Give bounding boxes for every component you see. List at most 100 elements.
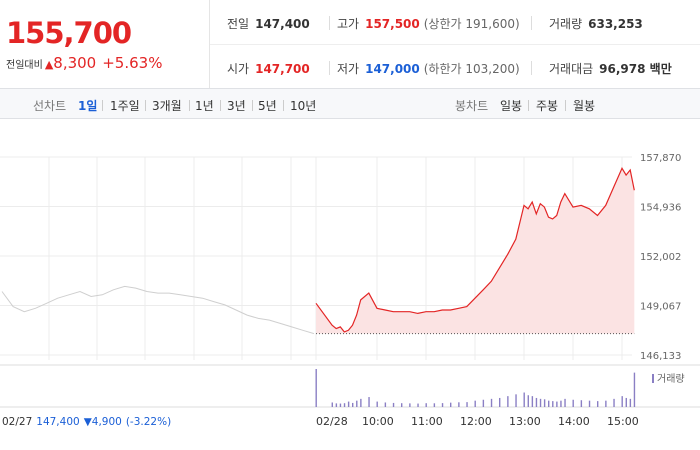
volume-bar xyxy=(548,400,550,407)
volume-bar xyxy=(417,403,419,407)
divider xyxy=(565,100,566,111)
volume-bar xyxy=(384,402,387,407)
volume-bar xyxy=(409,403,411,407)
volume-legend-label: 거래량 xyxy=(657,373,685,385)
x-tick-label: 10:00 xyxy=(362,415,394,428)
current-price: 155,700 xyxy=(6,16,132,50)
volume-bar xyxy=(523,392,525,407)
x-tick-label: 14:00 xyxy=(558,415,590,428)
stat-volume: 거래량 633,253 xyxy=(549,15,643,32)
x-tick-label: 13:00 xyxy=(509,415,541,428)
stat-sub: (하한가 103,200) xyxy=(423,62,520,76)
change-rate: +5.63% xyxy=(102,54,163,72)
stat-high: 고가 157,500 (상한가 191,600) xyxy=(337,15,520,32)
volume-bar xyxy=(347,401,350,407)
volume-bar xyxy=(539,398,542,407)
y-tick-label: 146,133 xyxy=(640,351,681,362)
volume-bar xyxy=(392,402,395,407)
y-tick-label: 154,936 xyxy=(640,203,681,214)
stat-value: 96,978 백만 xyxy=(599,62,672,76)
volume-bar xyxy=(535,397,538,407)
volume-bar xyxy=(552,401,554,407)
volume-bar xyxy=(356,400,358,407)
volume-bar xyxy=(613,398,615,407)
tab-monthly-candle[interactable]: 월봉 xyxy=(573,99,596,113)
stat-value: 147,000 xyxy=(365,62,420,76)
stat-label: 시가 xyxy=(227,62,250,76)
x-tick-label: 12:00 xyxy=(460,415,492,428)
volume-bar xyxy=(564,398,566,407)
change-row: 전일대비 ▲8,300 +5.63% xyxy=(6,54,162,72)
footer-rate: (-3.22%) xyxy=(126,416,171,428)
stat-label: 저가 xyxy=(337,62,360,76)
volume-bar xyxy=(482,399,485,407)
divider xyxy=(220,100,221,111)
down-arrow-icon: ▼ xyxy=(84,416,93,428)
stat-value: 633,253 xyxy=(588,17,643,31)
y-tick-label: 157,870 xyxy=(640,153,681,164)
volume-bar xyxy=(597,401,599,407)
stat-label: 거래량 xyxy=(549,17,583,31)
volume-bar xyxy=(339,403,342,407)
volume-bar xyxy=(531,396,534,407)
volume-bar xyxy=(474,400,476,407)
stat-label: 고가 xyxy=(337,17,360,31)
tab-3year[interactable]: 3년 xyxy=(227,99,246,113)
change-label: 전일대비 xyxy=(6,60,43,71)
divider xyxy=(189,100,190,111)
volume-bar xyxy=(588,400,591,407)
divider xyxy=(528,100,529,111)
volume-bar xyxy=(360,398,362,407)
volume-bar xyxy=(629,398,632,407)
volume-bar xyxy=(625,397,627,407)
tab-3month[interactable]: 3개월 xyxy=(152,99,182,113)
volume-bar xyxy=(425,403,427,407)
volume-bar xyxy=(331,402,333,407)
y-tick-label: 152,002 xyxy=(640,252,681,263)
previous-day-line xyxy=(1,285,315,335)
stat-open: 시가 147,700 xyxy=(227,60,310,77)
volume-bar xyxy=(560,400,562,407)
stat-label: 전일 xyxy=(227,17,250,31)
stat-value: 157,500 xyxy=(365,17,420,31)
tab-1year[interactable]: 1년 xyxy=(195,99,214,113)
footer-prev-day: 02/27 147,400 ▼4,900 (-3.22%) xyxy=(2,416,171,428)
volume-bar xyxy=(580,400,583,407)
x-tick-label: 11:00 xyxy=(411,415,443,428)
volume-bar xyxy=(343,403,346,407)
divider xyxy=(102,100,103,111)
row-divider xyxy=(210,44,700,45)
up-arrow-icon: ▲ xyxy=(44,58,54,71)
chart-tab-bar: 선차트 1일 1주일 3개월 1년 3년 5년 10년 봉차트 일봉 주봉 월봉 xyxy=(0,88,700,119)
tab-1week[interactable]: 1주일 xyxy=(110,99,140,113)
tab-daily-candle[interactable]: 일봉 xyxy=(500,99,523,113)
footer-change: 4,900 xyxy=(92,416,122,428)
volume-bar xyxy=(352,402,354,407)
divider xyxy=(531,16,532,30)
today-area-fill xyxy=(316,168,635,334)
y-tick-label: 149,067 xyxy=(640,302,681,313)
volume-bar xyxy=(458,402,460,407)
candle-chart-heading: 봉차트 xyxy=(455,99,489,113)
tab-weekly-candle[interactable]: 주봉 xyxy=(536,99,559,113)
stat-prev-close: 전일 147,400 xyxy=(227,15,310,32)
today-price-line xyxy=(315,167,635,333)
divider xyxy=(283,100,284,111)
volume-legend-swatch xyxy=(652,374,654,383)
volume-bar xyxy=(441,403,444,407)
stat-low: 저가 147,000 (하한가 103,200) xyxy=(337,60,520,77)
stat-value: 147,400 xyxy=(255,17,310,31)
volume-bar xyxy=(401,403,403,407)
tab-1day[interactable]: 1일 xyxy=(78,99,98,113)
footer-date: 02/27 xyxy=(2,416,32,428)
divider xyxy=(252,100,253,111)
tab-5year[interactable]: 5년 xyxy=(258,99,277,113)
volume-bar xyxy=(490,398,493,407)
tab-10year[interactable]: 10년 xyxy=(290,99,317,113)
volume-bar xyxy=(556,401,558,407)
volume-bar xyxy=(507,396,509,407)
stat-sub: (상한가 191,600) xyxy=(423,17,520,31)
volume-bar xyxy=(315,369,317,407)
